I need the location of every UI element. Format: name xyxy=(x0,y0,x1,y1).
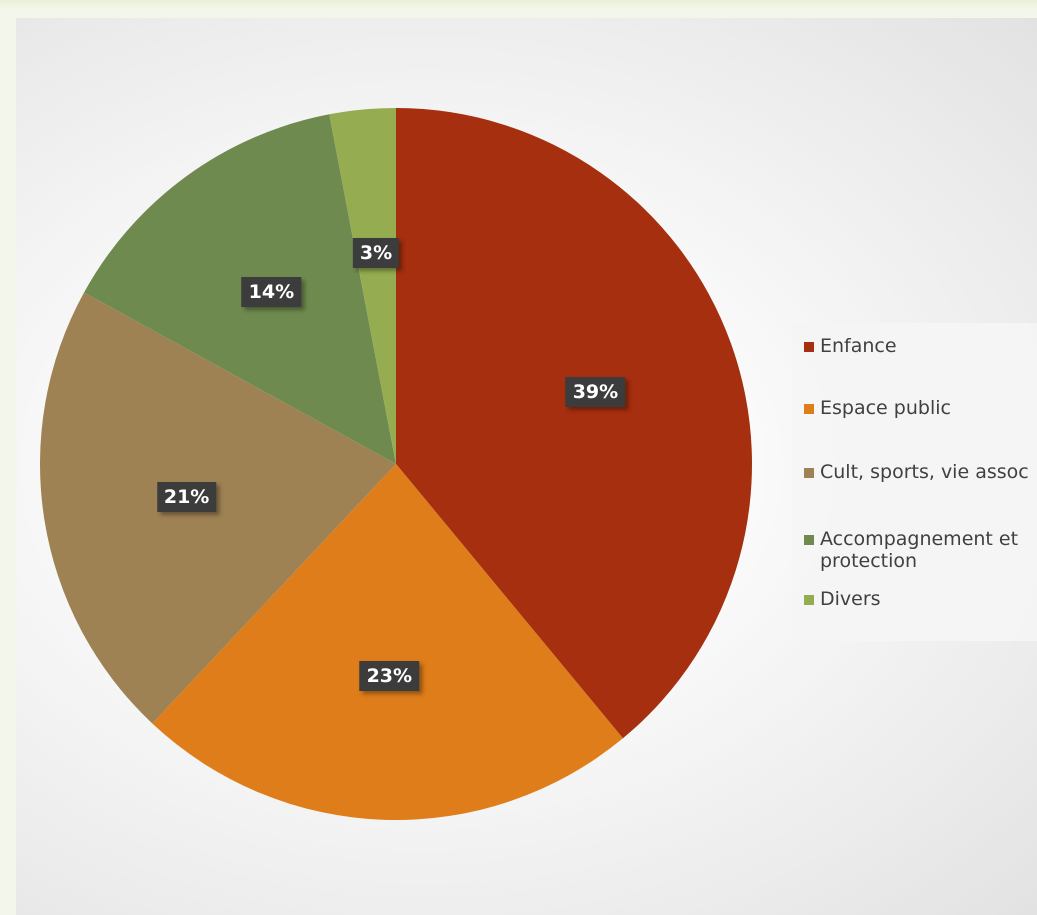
legend-swatch xyxy=(804,468,814,478)
legend-swatch xyxy=(804,342,814,352)
pie-chart xyxy=(39,108,752,820)
pie-slice-cult-sports xyxy=(39,292,397,724)
data-label-espace-public: 23% xyxy=(359,660,420,691)
pie-slice-accompagnement xyxy=(84,114,396,464)
legend-label: Divers xyxy=(820,588,881,610)
pie-slice-divers xyxy=(329,108,396,464)
chart-area: 39% 23% 21% 14% 3% Enfance Espace public Cul… xyxy=(16,18,1037,915)
legend-item-espace-public: Espace public xyxy=(804,397,1037,419)
legend-label: Cult, sports, vie assoc xyxy=(820,461,1029,483)
legend-item-accompagnement: Accompagnement et protection xyxy=(804,528,1037,572)
legend-swatch xyxy=(804,535,814,545)
legend-swatch xyxy=(804,404,814,414)
legend-label: Accompagnement et protection xyxy=(820,528,1019,572)
legend-item-cult-sports: Cult, sports, vie assoc xyxy=(804,461,1037,483)
data-label-cult-sports: 21% xyxy=(156,482,217,513)
data-label-enfance: 39% xyxy=(565,377,626,408)
legend-label: Enfance xyxy=(820,335,897,357)
slide-top-band xyxy=(0,0,1037,10)
data-label-accompagnement: 14% xyxy=(241,277,302,308)
legend-item-divers: Divers xyxy=(804,588,1037,610)
pie-slice-espace-public xyxy=(152,464,623,820)
legend-item-enfance: Enfance xyxy=(804,335,1037,357)
legend-label: Espace public xyxy=(820,397,951,419)
legend-swatch xyxy=(804,595,814,605)
legend: Enfance Espace public Cult, sports, vie … xyxy=(792,323,1037,641)
data-label-divers: 3% xyxy=(352,237,400,268)
pie-slice-enfance xyxy=(396,108,752,739)
